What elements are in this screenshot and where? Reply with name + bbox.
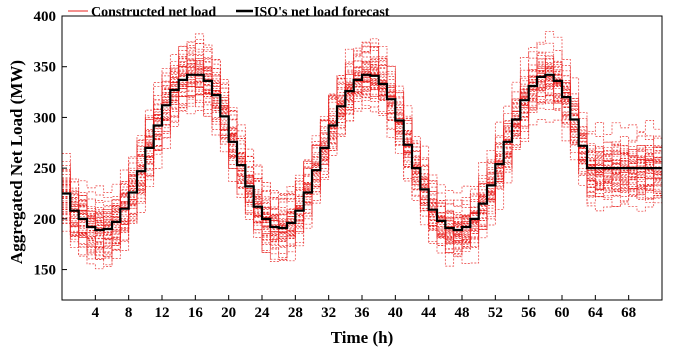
legend: Constructed net load ISO's net load fore…	[68, 5, 390, 20]
y-tick-label: 400	[34, 9, 57, 25]
forecast-line-group	[62, 73, 662, 232]
y-axis-title: Aggregated Net Load (MW)	[7, 60, 26, 264]
constructed-net-load-line	[62, 79, 662, 254]
x-tick-label: 8	[125, 305, 133, 321]
y-tick-label: 300	[34, 110, 57, 126]
x-tick-label: 52	[488, 305, 503, 321]
x-tick-label: 40	[388, 305, 403, 321]
x-tick-label: 56	[521, 305, 537, 321]
x-axis-title: Time (h)	[331, 328, 394, 347]
y-tick-label: 150	[34, 263, 57, 279]
y-tick-label: 200	[34, 212, 57, 228]
constructed-net-load-line	[62, 45, 662, 232]
x-tick-label: 44	[421, 305, 437, 321]
x-tick-label: 24	[255, 305, 271, 321]
constructed-net-load-line	[62, 82, 662, 254]
constructed-net-load-line	[62, 106, 662, 270]
x-tick-label: 20	[221, 305, 236, 321]
x-tick-label: 16	[188, 305, 204, 321]
constructed-net-load-line	[62, 30, 662, 195]
x-tick-label: 48	[455, 305, 470, 321]
constructed-net-load-line	[62, 86, 662, 259]
constructed-net-load-line	[62, 77, 662, 247]
constructed-net-load-lines	[62, 30, 662, 270]
x-tick-label: 32	[321, 305, 336, 321]
y-axis-ticks: 150 200 250 300 350 400	[34, 9, 67, 279]
constructed-net-load-line	[62, 97, 662, 260]
x-tick-label: 64	[588, 305, 604, 321]
constructed-net-load-line	[62, 46, 662, 211]
x-tick-label: 36	[355, 305, 371, 321]
x-axis-ticks: 4 8 12 16 20 24 28 32 36 40 44 48 52 56 60 64 68	[92, 295, 636, 321]
legend-label-forecast: ISO's net load forecast	[254, 5, 390, 20]
y-tick-label: 350	[34, 60, 57, 76]
x-tick-label: 12	[155, 305, 170, 321]
constructed-net-load-line	[62, 68, 662, 254]
legend-label-constructed: Constructed net load	[91, 5, 216, 20]
x-tick-label: 60	[555, 305, 570, 321]
iso-net-load-forecast-line	[62, 73, 662, 232]
y-tick-label: 250	[34, 161, 57, 177]
constructed-net-load-line	[62, 42, 662, 222]
x-tick-label: 28	[288, 305, 303, 321]
x-tick-label: 68	[621, 305, 636, 321]
x-tick-label: 4	[92, 305, 100, 321]
